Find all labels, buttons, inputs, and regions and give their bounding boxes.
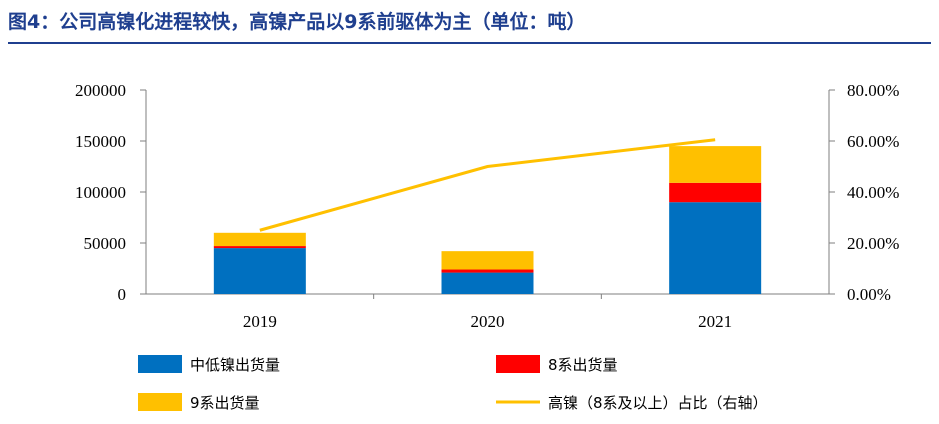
bar-segment xyxy=(213,246,306,249)
bar-segment xyxy=(441,272,534,294)
left-axis-tick-label: 0 xyxy=(118,285,127,304)
legend-swatch xyxy=(138,393,182,411)
legend-label: 9系出货量 xyxy=(190,394,260,412)
chart-title: 图4：公司高镍化进程较快，高镍产品以9系前驱体为主（单位：吨） xyxy=(8,11,586,33)
bar-segment xyxy=(669,146,762,183)
chart-bars xyxy=(213,146,762,294)
x-axis-label: 2020 xyxy=(471,312,505,331)
left-axis-tick-label: 200000 xyxy=(75,81,126,100)
bar-segment xyxy=(213,232,306,247)
left-axis-tick-label: 150000 xyxy=(75,132,126,151)
right-axis-tick-label: 0.00% xyxy=(847,285,891,304)
left-axis-tick-label: 50000 xyxy=(84,234,127,253)
chart-legend: 中低镍出货量 8系出货量 9系出货量 高镍（8系及以上）占比（右轴） xyxy=(138,355,768,412)
legend-swatch xyxy=(496,355,540,373)
right-axis-tick-label: 20.00% xyxy=(847,234,899,253)
legend-label: 中低镍出货量 xyxy=(190,356,280,374)
left-axis-tick-label: 100000 xyxy=(75,183,126,202)
chart-axes: 0 50000 100000 150000 200000 0.00% 20.00% 40.00… xyxy=(75,81,899,304)
bar-segment xyxy=(669,182,762,203)
right-axis-tick-label: 60.00% xyxy=(847,132,899,151)
bar-segment xyxy=(669,202,762,294)
x-axis-labels: 2019 2020 2021 xyxy=(243,312,732,331)
chart-lines xyxy=(259,138,716,232)
bar-segment xyxy=(441,251,534,270)
legend-label: 8系出货量 xyxy=(548,356,618,374)
x-axis-label: 2019 xyxy=(243,312,277,331)
right-axis-tick-label: 80.00% xyxy=(847,81,899,100)
legend-swatch xyxy=(138,355,182,373)
bar-segment xyxy=(441,269,534,273)
series-line xyxy=(259,138,716,232)
right-axis-tick-label: 40.00% xyxy=(847,183,899,202)
bar-segment xyxy=(213,248,306,294)
title-underline xyxy=(8,42,931,44)
x-axis-label: 2021 xyxy=(698,312,732,331)
legend-label: 高镍（8系及以上）占比（右轴） xyxy=(548,394,768,412)
